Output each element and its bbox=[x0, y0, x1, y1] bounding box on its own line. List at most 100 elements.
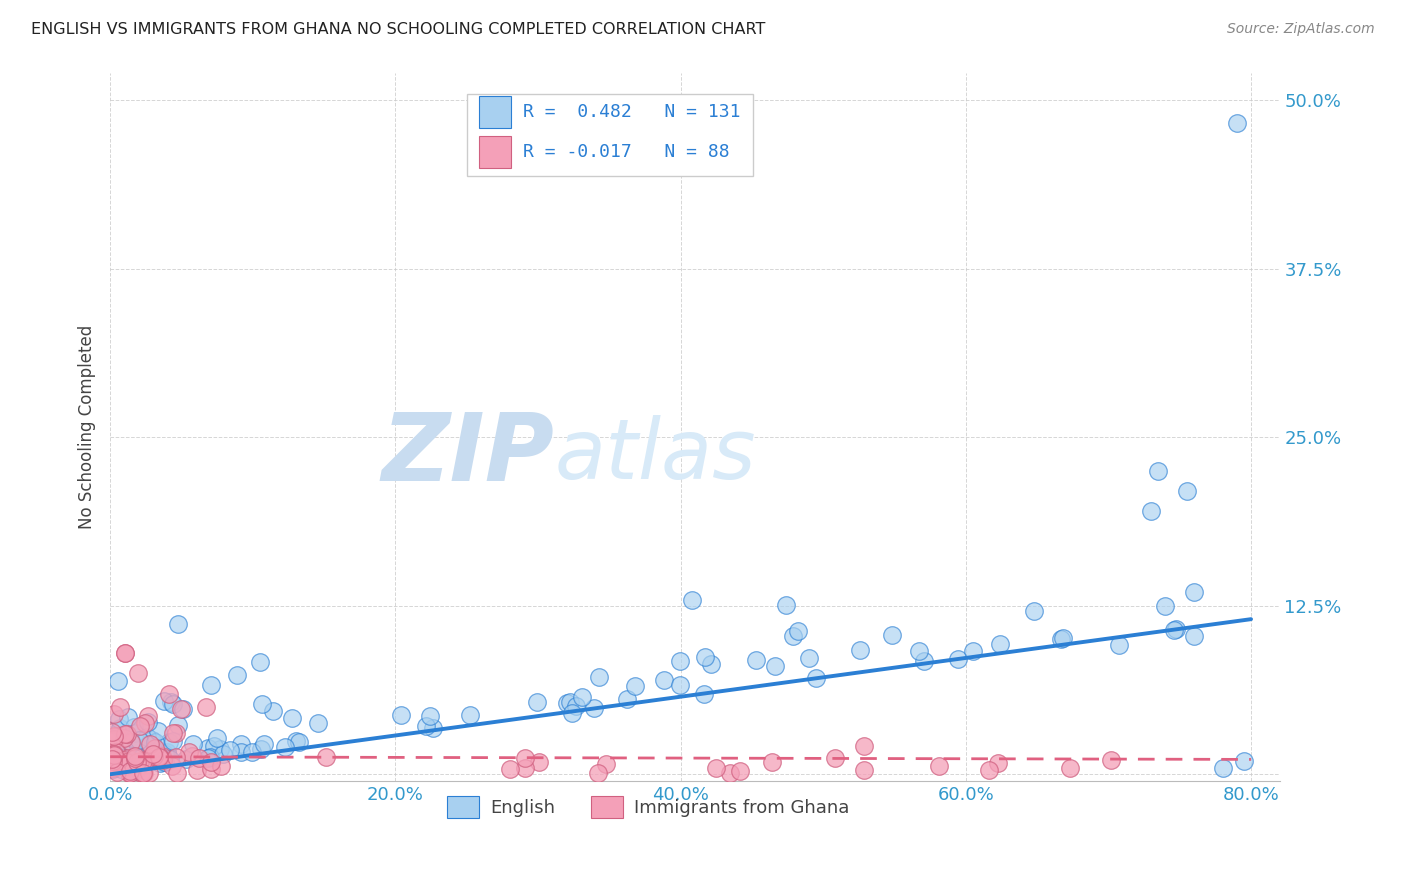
Point bbox=[285, 734, 308, 748]
Point bbox=[135, 752, 157, 766]
Point bbox=[103, 732, 125, 747]
Point bbox=[105, 746, 128, 760]
Text: R =  0.482   N = 131: R = 0.482 N = 131 bbox=[523, 103, 741, 121]
Point bbox=[169, 702, 191, 716]
Point bbox=[159, 752, 181, 766]
Point bbox=[219, 743, 242, 757]
Text: R = -0.017   N = 88: R = -0.017 N = 88 bbox=[523, 144, 730, 161]
Point bbox=[115, 747, 138, 761]
Point bbox=[132, 755, 155, 769]
Point bbox=[513, 761, 536, 775]
Point bbox=[152, 749, 174, 764]
Point bbox=[782, 629, 804, 643]
Point bbox=[152, 753, 174, 767]
Point bbox=[704, 761, 727, 775]
Point bbox=[101, 724, 124, 739]
Point bbox=[987, 756, 1010, 770]
Point bbox=[108, 712, 131, 726]
Point bbox=[101, 755, 124, 769]
Point bbox=[115, 755, 138, 769]
Point bbox=[131, 765, 153, 780]
Point bbox=[103, 761, 125, 775]
Point bbox=[526, 695, 548, 709]
Point bbox=[149, 750, 172, 764]
Point bbox=[718, 765, 741, 780]
Point bbox=[804, 672, 827, 686]
Point bbox=[160, 759, 183, 773]
Point bbox=[908, 644, 931, 658]
Point bbox=[200, 750, 222, 764]
Point bbox=[149, 750, 172, 764]
Point bbox=[125, 762, 148, 776]
Point bbox=[1226, 116, 1249, 130]
Point bbox=[105, 750, 128, 764]
Point bbox=[157, 734, 180, 748]
Point bbox=[654, 673, 676, 688]
Point bbox=[117, 748, 139, 763]
Point bbox=[315, 749, 337, 764]
Point bbox=[990, 637, 1012, 651]
Point bbox=[156, 746, 179, 760]
Point bbox=[121, 754, 143, 768]
Point bbox=[186, 764, 208, 778]
Text: atlas: atlas bbox=[554, 415, 756, 496]
Point bbox=[165, 750, 187, 764]
Point bbox=[136, 709, 159, 723]
Point bbox=[150, 751, 173, 765]
Point bbox=[132, 765, 155, 780]
Point bbox=[131, 749, 153, 764]
Point bbox=[114, 646, 136, 660]
Point bbox=[143, 741, 166, 756]
Point bbox=[1182, 629, 1205, 643]
Y-axis label: No Schooling Completed: No Schooling Completed bbox=[79, 325, 96, 529]
Point bbox=[853, 739, 876, 753]
Point bbox=[166, 718, 188, 732]
Point bbox=[669, 677, 692, 691]
Point bbox=[107, 673, 129, 688]
Point bbox=[928, 759, 950, 773]
Point bbox=[127, 665, 149, 680]
Point bbox=[229, 737, 252, 751]
Point bbox=[103, 706, 125, 721]
Point bbox=[979, 763, 1001, 777]
Point bbox=[136, 715, 159, 730]
Point bbox=[118, 764, 141, 778]
Point bbox=[148, 749, 170, 764]
Point bbox=[824, 751, 846, 765]
Point bbox=[288, 734, 311, 748]
Point bbox=[146, 750, 169, 764]
Point bbox=[105, 764, 128, 779]
Point bbox=[172, 702, 194, 716]
Point bbox=[167, 616, 190, 631]
Point bbox=[1050, 632, 1073, 647]
Point bbox=[124, 751, 146, 765]
Point bbox=[250, 741, 273, 756]
Point bbox=[586, 765, 609, 780]
Point bbox=[165, 725, 187, 739]
Point bbox=[108, 759, 131, 773]
Point bbox=[134, 716, 156, 731]
Point bbox=[623, 679, 645, 693]
Point bbox=[118, 750, 141, 764]
Point bbox=[149, 756, 172, 771]
Legend: English, Immigrants from Ghana: English, Immigrants from Ghana bbox=[439, 789, 856, 825]
Point bbox=[1233, 754, 1256, 768]
Point bbox=[262, 704, 284, 718]
Point bbox=[110, 742, 132, 756]
Point bbox=[415, 718, 437, 732]
Point bbox=[117, 756, 139, 770]
Point bbox=[208, 742, 231, 756]
Point bbox=[555, 696, 578, 710]
Point bbox=[1052, 632, 1074, 646]
Point bbox=[124, 749, 146, 764]
Point bbox=[799, 651, 821, 665]
Point bbox=[101, 752, 124, 766]
Point bbox=[148, 749, 170, 764]
Point bbox=[145, 751, 167, 765]
Point bbox=[157, 688, 180, 702]
Point bbox=[118, 765, 141, 780]
Point bbox=[143, 735, 166, 749]
Point bbox=[761, 756, 783, 770]
Point bbox=[128, 733, 150, 747]
Point bbox=[616, 691, 638, 706]
